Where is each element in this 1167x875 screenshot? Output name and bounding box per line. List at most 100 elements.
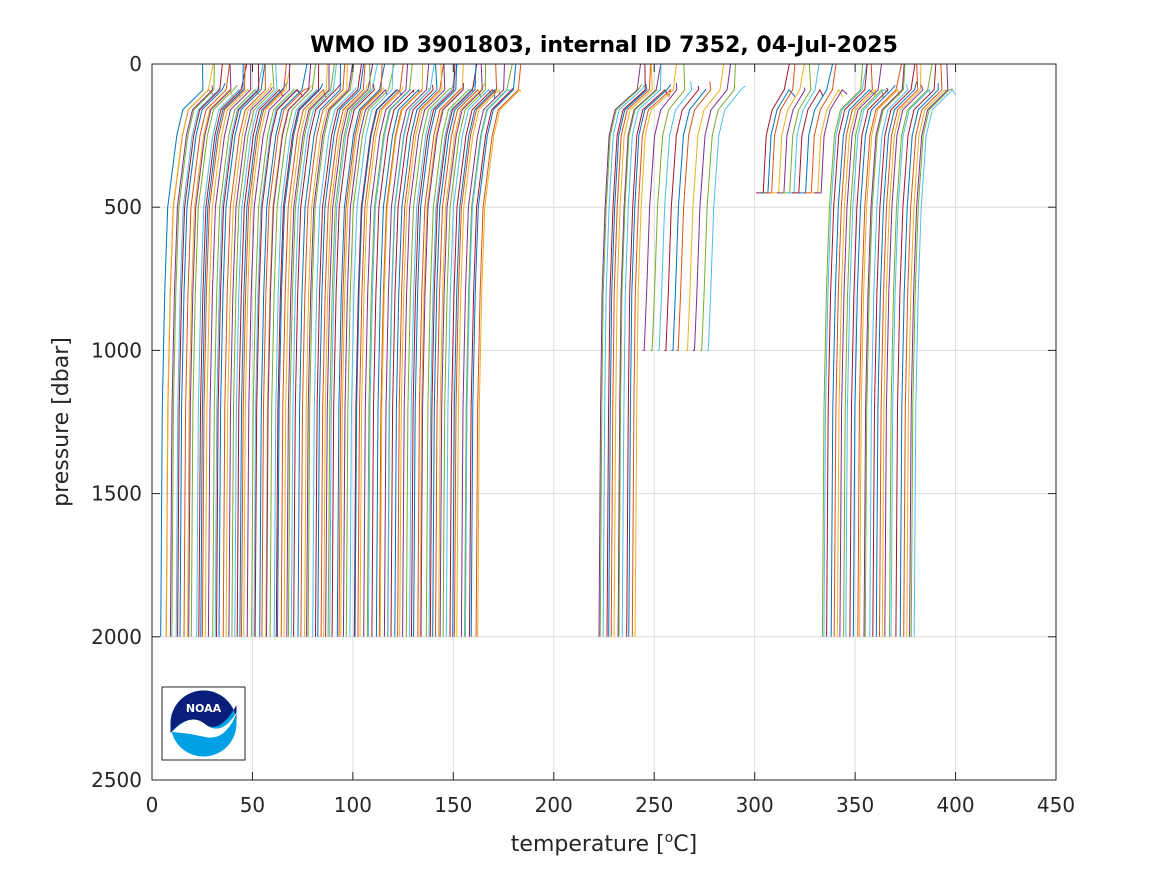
- temperature-profile-line: [171, 63, 215, 637]
- x-tick-label: 200: [535, 793, 573, 817]
- x-tick-label: 350: [836, 793, 874, 817]
- temperature-profile-line: [286, 64, 330, 637]
- temperature-profile-line: [650, 63, 686, 351]
- temperature-profile-line: [909, 63, 949, 637]
- temperature-profile-line: [243, 63, 291, 637]
- temperature-profile-line: [890, 88, 931, 637]
- temperature-profile-line: [756, 63, 790, 194]
- temperature-profiles: [160, 63, 956, 637]
- temperature-profile-line: [236, 88, 284, 637]
- temperature-profile-line: [207, 64, 252, 637]
- temperature-profile-line: [331, 83, 375, 637]
- temperature-profile-line: [363, 63, 409, 637]
- temperature-profile-line: [671, 88, 707, 351]
- chart-title: WMO ID 3901803, internal ID 7352, 04-Jul…: [310, 33, 898, 58]
- temperature-profile-line: [700, 63, 736, 351]
- temperature-profile-line: [881, 63, 922, 637]
- temperature-profile-line: [439, 63, 483, 637]
- temperature-profile-line: [429, 63, 478, 637]
- temperature-profile-line: [913, 88, 956, 637]
- x-tick-label: 250: [635, 793, 673, 817]
- temperature-profile-line: [402, 63, 446, 637]
- temperature-profile-line: [175, 88, 220, 637]
- temperature-profile-line: [266, 63, 312, 637]
- temperature-profile-line: [413, 63, 458, 637]
- x-axis-label-superscript: o: [665, 830, 674, 846]
- temperature-profile-line: [452, 88, 496, 637]
- temperature-profile-line: [383, 63, 430, 637]
- axis-ticks: [151, 63, 1057, 781]
- temperature-profile-line: [432, 63, 477, 637]
- temperature-profile-line: [342, 88, 388, 637]
- temperature-profile-line: [323, 84, 368, 637]
- temperature-profile-line: [764, 63, 796, 194]
- temperature-profile-line: [477, 88, 522, 637]
- temperature-profile-line: [657, 81, 693, 351]
- temperature-profile-line: [464, 89, 512, 637]
- temperature-profile-line: [234, 63, 278, 637]
- temperature-profile-line: [367, 89, 412, 637]
- temperature-profile-line: [839, 63, 882, 637]
- temperature-profile-line: [664, 85, 699, 351]
- temperature-profile-line: [359, 86, 404, 637]
- temperature-profile-line: [470, 63, 517, 637]
- temperature-profile-line: [394, 63, 438, 637]
- temperature-profile-line: [906, 89, 948, 637]
- temperature-profile-line: [598, 63, 641, 637]
- temperature-profile-line: [405, 86, 455, 637]
- logo-navy-arc: [170, 690, 237, 733]
- temperature-profile-line: [899, 83, 939, 637]
- temperature-profile-line: [340, 87, 384, 637]
- temperature-profile-line: [685, 63, 725, 351]
- temperature-profile-line: [283, 63, 328, 637]
- temperature-profile-line: [621, 63, 662, 637]
- temperature-profile-line: [397, 63, 444, 637]
- temperature-profile-line: [810, 88, 844, 194]
- temperature-profile-line: [325, 63, 374, 637]
- temperature-profile-line: [626, 88, 668, 637]
- temperature-profile-line: [345, 63, 395, 637]
- temperature-profile-line: [320, 63, 366, 637]
- temperature-profile-line: [280, 88, 327, 637]
- temperature-profile-line: [259, 63, 308, 637]
- temperature-profile-line: [631, 88, 672, 637]
- temperature-profile-line: [910, 88, 953, 637]
- logo-gull-wave: [172, 710, 238, 738]
- temperature-profile-line: [198, 63, 248, 637]
- temperature-profile-line: [449, 89, 496, 637]
- temperature-profile-line: [378, 88, 423, 637]
- temperature-profile-line: [212, 89, 260, 637]
- temperature-profile-line: [187, 88, 234, 637]
- y-axis-label: pressure [dbar]: [49, 337, 74, 507]
- temperature-profile-line: [445, 89, 493, 637]
- temperature-profile-line: [760, 88, 796, 194]
- temperature-profile-line: [442, 63, 486, 637]
- temperature-profile-line: [776, 87, 806, 194]
- temperature-profile-line: [179, 83, 226, 637]
- temperature-profile-line: [183, 63, 231, 637]
- x-tick-label: 450: [1037, 793, 1075, 817]
- temperature-profile-line: [306, 63, 353, 637]
- temperature-profile-line: [273, 88, 318, 637]
- temperature-profile-line: [261, 87, 309, 637]
- temperature-profile-line: [613, 63, 653, 637]
- x-tick-label: 100: [334, 793, 372, 817]
- temperature-profile-line: [336, 63, 386, 637]
- temperature-profile-line: [239, 81, 289, 637]
- axes-box: [151, 63, 1057, 781]
- temperature-profile-line: [200, 63, 244, 637]
- temperature-profile-line: [366, 63, 413, 637]
- temperature-profile-line: [814, 89, 848, 194]
- temperature-profile-line: [419, 63, 464, 637]
- temperature-profile-line: [849, 87, 889, 637]
- temperature-profile-line: [290, 63, 337, 637]
- temperature-profile-line: [379, 63, 423, 637]
- temperature-profile-line: [863, 63, 905, 637]
- temperature-profile-line: [417, 87, 464, 637]
- temperature-profile-line: [327, 63, 371, 637]
- y-tick-label: 2500: [91, 768, 142, 792]
- axis-tick-labels: 0 50 100 150 200 250 300 350 400 450 0 500 1000 1500 2…: [91, 52, 1075, 817]
- temperature-profile-line: [692, 63, 732, 351]
- temperature-profile-line: [833, 63, 873, 637]
